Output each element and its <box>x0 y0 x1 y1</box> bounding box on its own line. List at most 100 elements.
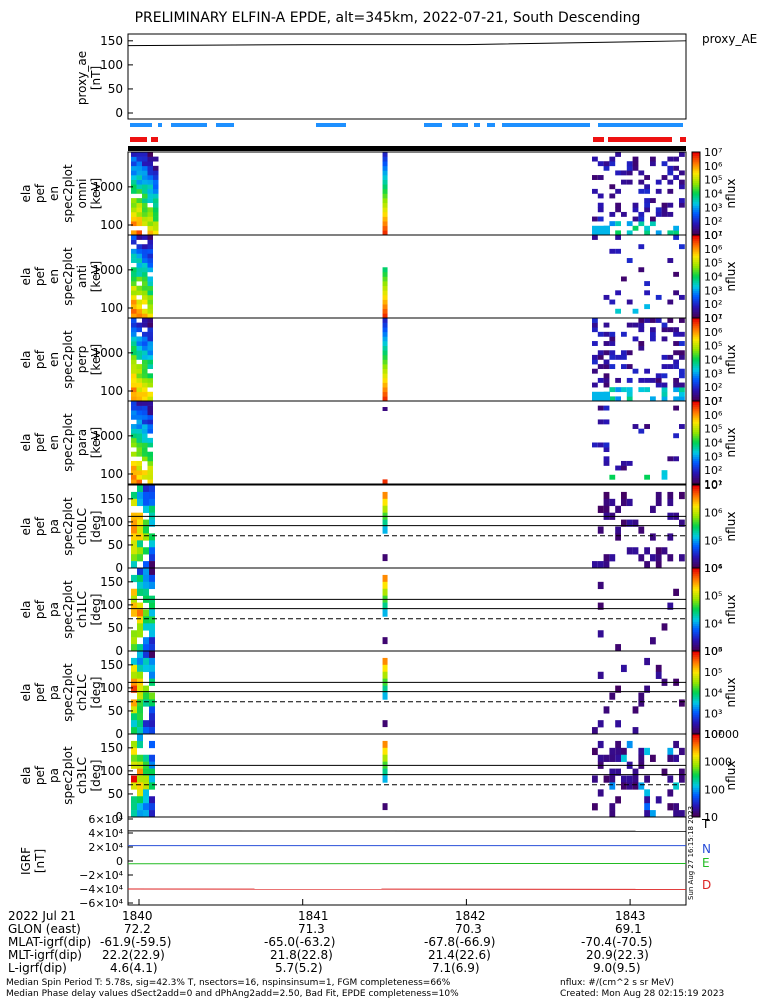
colorbar-cell-spec-perp <box>692 396 700 400</box>
colorbar-cell-pa-ch1LC <box>692 603 700 606</box>
spec-cell-left <box>136 207 142 213</box>
spec-cell-right <box>626 322 633 328</box>
colorbar-cell-spec-perp <box>692 347 700 350</box>
spec-cell-right <box>615 308 621 314</box>
pa-cell-left <box>149 699 155 707</box>
spec-cell-right <box>592 354 598 360</box>
spec-cell-right <box>644 318 650 323</box>
spec-cell-left <box>136 267 142 273</box>
colorbar-cell-pa-ch1LC <box>692 630 700 633</box>
spec-cell-left <box>136 156 142 162</box>
spec-cell-right <box>603 377 610 383</box>
pa-cell-left <box>143 526 149 534</box>
spec-cell-right <box>638 244 645 250</box>
colorbar-cell-spec-omni <box>692 170 700 174</box>
spec-cell-right <box>673 359 679 365</box>
spec-cell-right <box>597 193 604 199</box>
pa-cell-left <box>149 554 155 562</box>
pa-cell-left <box>149 692 155 700</box>
spec-cell-left <box>136 285 142 291</box>
spec-cell-right <box>667 165 674 171</box>
pa-cell-right <box>673 588 679 596</box>
colorbar-cell-spec-perp <box>692 386 700 390</box>
spec-cell-middle <box>382 387 388 393</box>
colorbar-cell-pa-ch2LC <box>692 665 700 669</box>
spec-cell-left <box>142 396 148 402</box>
colorbar-cell-pa-ch1LC <box>692 615 700 619</box>
pa-cell-right <box>621 775 627 783</box>
colorbar-cell-spec-anti <box>692 278 700 282</box>
colorbar-cell-spec-omni <box>692 218 700 221</box>
colorbar-cell-spec-para <box>692 413 700 417</box>
colorbar-tick-spec-anti: 10⁷ <box>704 229 722 242</box>
spec-cell-right <box>673 165 679 171</box>
spec-cell-right <box>673 235 679 240</box>
spec-cell-middle <box>382 202 388 208</box>
spec-cell-right <box>632 216 639 222</box>
igrf-frame <box>127 816 687 906</box>
pa-cell-left <box>149 782 155 790</box>
pa-cell-right <box>597 505 604 513</box>
spec-cell-middle <box>382 207 388 213</box>
colorbar-tick-spec-omni: 10⁶ <box>704 160 723 173</box>
colorbar-cell-spec-perp <box>692 374 700 377</box>
pa-cell-right <box>615 768 621 776</box>
colorbar-cell-pa-ch0LC <box>692 489 700 492</box>
pa-cell-right <box>655 547 662 555</box>
spec-cell-right <box>638 267 645 273</box>
spec-cell-right <box>626 170 633 176</box>
pa-cell-right <box>603 754 610 762</box>
spec-cell-right <box>679 331 685 337</box>
spec-cell-left <box>142 387 148 393</box>
pa-cell-left <box>137 609 143 617</box>
spec-cell-right <box>597 216 604 222</box>
igrf-legend-D: D <box>702 878 711 892</box>
colorbar-cell-spec-omni <box>692 205 700 209</box>
colorbar-cell-pa-ch3LC <box>692 771 700 774</box>
spec-cell-right <box>638 341 645 346</box>
spec-cell-right <box>679 318 685 323</box>
panel-ylabel-pa-ch0LC-4: ch0LC <box>75 508 89 545</box>
spec-cell-left <box>131 470 137 476</box>
spec-cell-left <box>131 207 137 213</box>
colorbar-cell-pa-ch0LC <box>692 541 700 544</box>
pa-cell-left <box>131 699 137 707</box>
colorbar-cell-pa-ch2LC <box>692 700 700 704</box>
pa-cell-left <box>149 768 155 776</box>
spec-cell-left <box>136 377 142 383</box>
colorbar-cell-spec-omni <box>692 174 700 178</box>
spec-cell-left <box>142 313 148 319</box>
colorbar-cell-pa-ch1LC <box>692 619 700 623</box>
colorbar-cell-spec-para <box>692 477 700 481</box>
colorbar-cell-spec-para <box>692 481 700 485</box>
spec-cell-left <box>147 474 153 480</box>
spec-cell-right <box>621 364 627 370</box>
spec-cell-middle <box>382 304 388 310</box>
spec-cell-right <box>655 211 662 217</box>
spec-cell-right <box>673 433 679 439</box>
pa-cell-left <box>149 644 155 652</box>
pa-cell-left <box>143 644 149 652</box>
pa-cell-left <box>131 747 137 756</box>
spec-cell-right <box>626 391 633 397</box>
colorbar-cell-pa-ch0LC <box>692 534 700 538</box>
spec-cell-left <box>147 460 153 466</box>
colorbar-cell-spec-omni <box>692 224 700 228</box>
colorbar-label-pa-ch2LC: nflux <box>724 678 738 708</box>
pa-cell-left <box>137 568 143 576</box>
pa-cell-left <box>149 664 155 673</box>
colorbar-cell-spec-para <box>692 444 700 448</box>
spec-cell-left <box>147 456 153 462</box>
spec-cell-right <box>679 391 685 397</box>
pa-cell-right <box>650 754 656 762</box>
colorbar-cell-pa-ch3LC <box>692 752 700 756</box>
spec-cell-left <box>142 341 148 346</box>
colorbar-cell-spec-anti <box>692 255 700 259</box>
pa-cell-right <box>621 491 627 500</box>
colorbar-tick-spec-perp: 10⁷ <box>704 312 722 325</box>
colorbar-cell-pa-ch2LC <box>692 696 700 700</box>
spec-cell-left <box>131 433 137 439</box>
spec-cell-middle <box>382 331 388 337</box>
spec-cell-right <box>592 368 598 374</box>
colorbar-cell-spec-omni <box>692 208 700 211</box>
